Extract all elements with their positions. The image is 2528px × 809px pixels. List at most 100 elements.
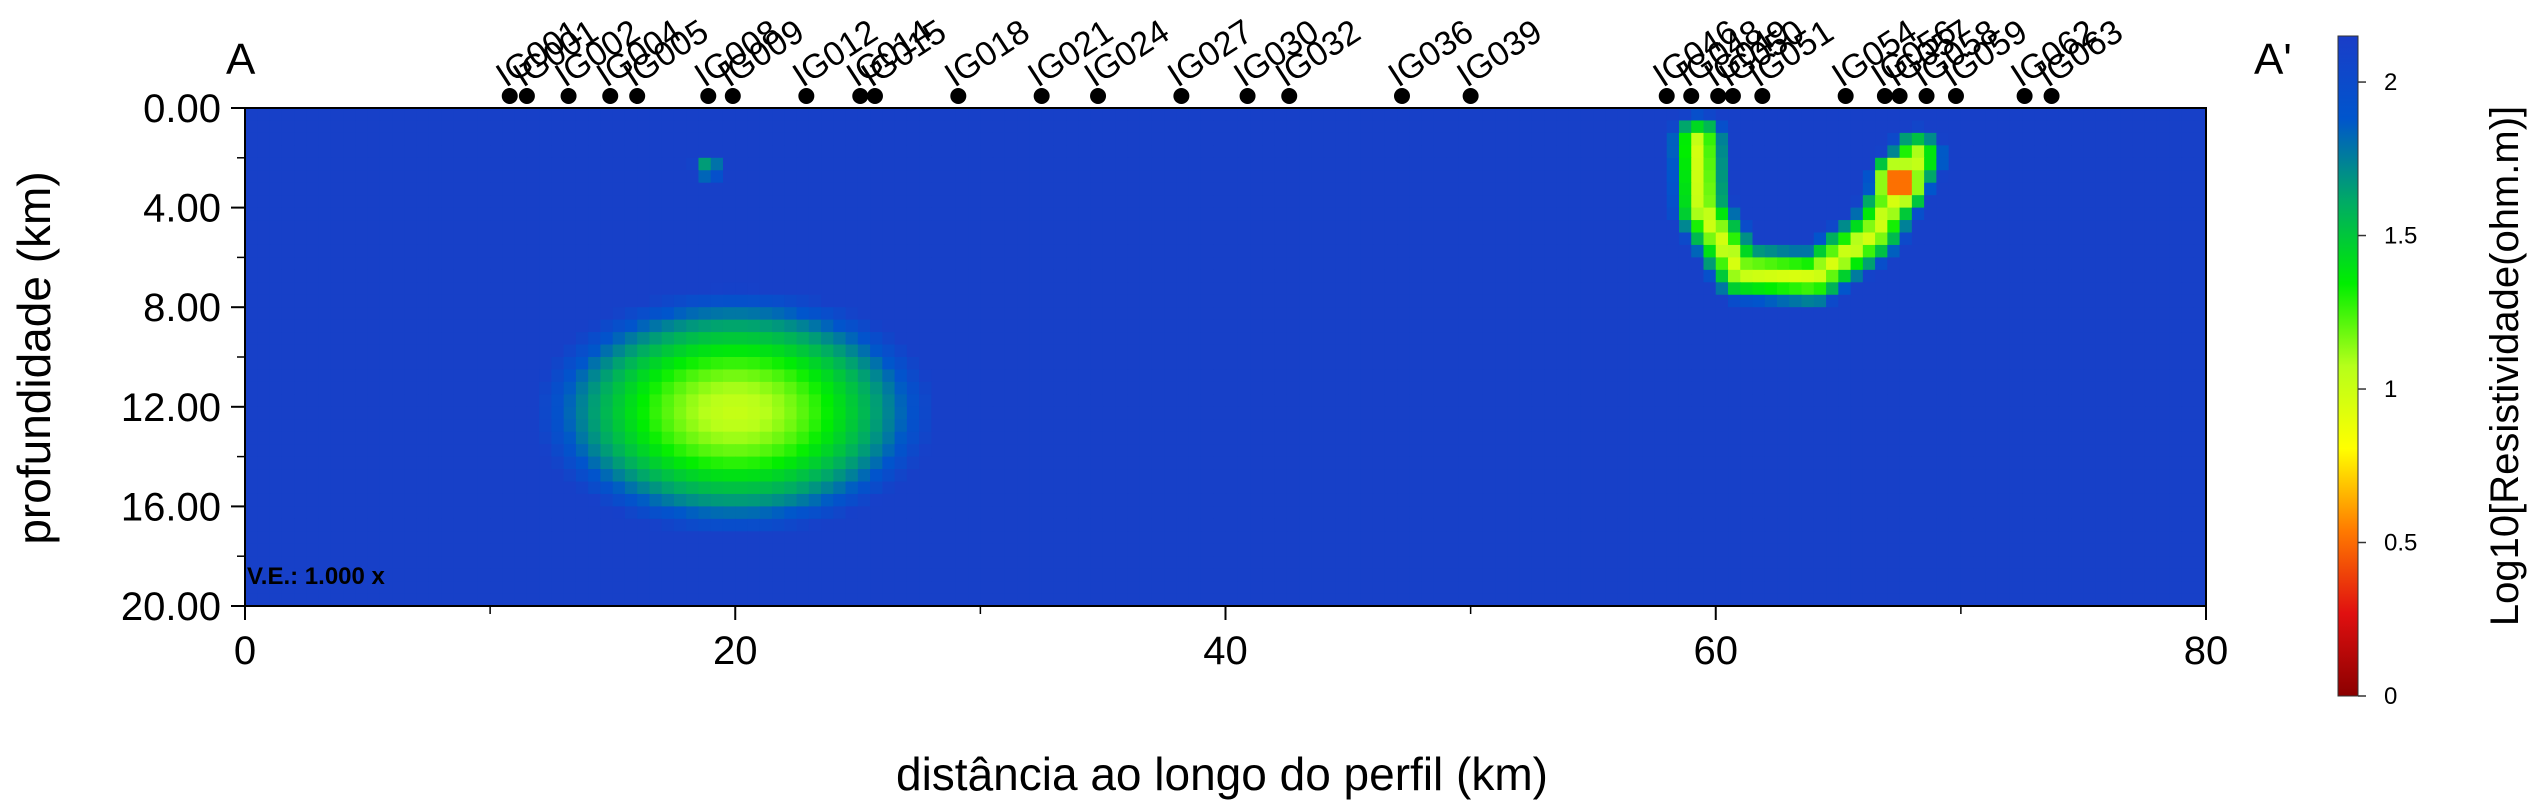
heatmap-cell <box>1507 282 1521 296</box>
heatmap-cell <box>441 406 454 420</box>
heatmap-cell <box>759 207 773 221</box>
heatmap-cell <box>919 244 932 258</box>
heatmap-cell <box>1078 381 1092 395</box>
heatmap-cell <box>1936 456 1950 470</box>
heatmap-cell <box>2058 195 2072 209</box>
heatmap-cell <box>1875 319 1888 333</box>
heatmap-cell <box>355 369 369 383</box>
heatmap-cell <box>1164 357 1178 371</box>
heatmap-cell <box>759 332 773 346</box>
heatmap-cell <box>1151 207 1165 221</box>
heatmap-cell <box>1360 220 1374 234</box>
heatmap-cell <box>1066 145 1080 159</box>
heatmap-cell <box>502 294 516 308</box>
heatmap-cell <box>1580 456 1594 470</box>
heatmap-cell <box>1421 232 1435 246</box>
heatmap-cell <box>919 132 932 146</box>
heatmap-cell <box>747 381 761 395</box>
heatmap-cell <box>1262 244 1276 258</box>
heatmap-cell <box>551 431 565 445</box>
heatmap-cell <box>1397 195 1410 209</box>
heatmap-cell <box>649 257 663 271</box>
heatmap-cell <box>1139 182 1153 196</box>
heatmap-cell <box>588 493 602 507</box>
heatmap-cell <box>502 344 516 358</box>
heatmap-cell <box>673 419 687 433</box>
heatmap-cell <box>1458 469 1472 483</box>
heatmap-cell <box>2120 244 2134 258</box>
heatmap-cell <box>1887 394 1901 408</box>
heatmap-cell <box>1470 294 1484 308</box>
heatmap-cell <box>1531 182 1545 196</box>
heatmap-cell <box>2046 419 2060 433</box>
heatmap-cell <box>1017 232 1030 246</box>
heatmap-cell <box>980 257 994 271</box>
heatmap-cell <box>526 182 540 196</box>
heatmap-cell <box>330 394 344 408</box>
heatmap-cell <box>1237 145 1251 159</box>
heatmap-cell <box>1102 220 1116 234</box>
heatmap-cell <box>343 257 356 271</box>
heatmap-cell <box>1924 431 1937 445</box>
heatmap-cell <box>612 394 626 408</box>
heatmap-cell <box>1384 431 1398 445</box>
heatmap-cell <box>833 469 847 483</box>
heatmap-cell <box>1164 108 1178 122</box>
heatmap-cell <box>245 207 258 221</box>
heatmap-cell <box>1372 195 1386 209</box>
heatmap-cell <box>1593 232 1607 246</box>
heatmap-cell <box>1531 120 1545 134</box>
heatmap-cell <box>992 357 1006 371</box>
heatmap-cell <box>1875 157 1888 171</box>
heatmap-cell <box>1924 319 1937 333</box>
heatmap-cell <box>343 220 356 234</box>
heatmap-cell <box>306 493 320 507</box>
heatmap-cell <box>1372 220 1386 234</box>
heatmap-cell <box>539 419 553 433</box>
heatmap-cell <box>453 357 467 371</box>
heatmap-cell <box>612 344 626 358</box>
heatmap-cell <box>1826 456 1839 470</box>
heatmap-cell <box>1176 344 1190 358</box>
heatmap-cell <box>1446 269 1459 283</box>
heatmap-cell <box>808 406 822 420</box>
heatmap-cell <box>637 232 651 246</box>
heatmap-cell <box>404 469 418 483</box>
heatmap-cell <box>772 406 785 420</box>
heatmap-cell <box>870 244 883 258</box>
heatmap-cell <box>1801 145 1815 159</box>
heatmap-cell <box>1924 232 1937 246</box>
heatmap-cell <box>2083 332 2097 346</box>
heatmap-cell <box>1311 108 1325 122</box>
heatmap-cell <box>1164 120 1178 134</box>
heatmap-cell <box>2120 319 2134 333</box>
heatmap-cell <box>318 244 332 258</box>
heatmap-cell <box>379 394 393 408</box>
heatmap-cell <box>2156 232 2170 246</box>
heatmap-cell <box>1997 332 2011 346</box>
heatmap-cell <box>1887 157 1901 171</box>
heatmap-cell <box>379 456 393 470</box>
heatmap-cell <box>1164 182 1178 196</box>
heatmap-cell <box>1041 145 1055 159</box>
heatmap-cell <box>968 469 981 483</box>
heatmap-cell <box>245 108 258 122</box>
heatmap-cell <box>1397 469 1410 483</box>
heatmap-cell <box>428 381 442 395</box>
heatmap-cell <box>1777 431 1790 445</box>
heatmap-cell <box>968 207 981 221</box>
heatmap-cell <box>833 394 847 408</box>
heatmap-cell <box>992 220 1006 234</box>
heatmap-cell <box>1605 232 1619 246</box>
heatmap-cell <box>1151 406 1165 420</box>
heatmap-cell <box>2107 357 2121 371</box>
heatmap-cell <box>1090 120 1104 134</box>
heatmap-cell <box>1090 469 1104 483</box>
heatmap-cell <box>1041 357 1055 371</box>
heatmap-cell <box>1703 269 1717 283</box>
heatmap-cell <box>808 456 822 470</box>
heatmap-cell <box>1004 431 1018 445</box>
heatmap-cell <box>943 244 957 258</box>
heatmap-cell <box>1017 332 1030 346</box>
heatmap-cell <box>1237 282 1251 296</box>
